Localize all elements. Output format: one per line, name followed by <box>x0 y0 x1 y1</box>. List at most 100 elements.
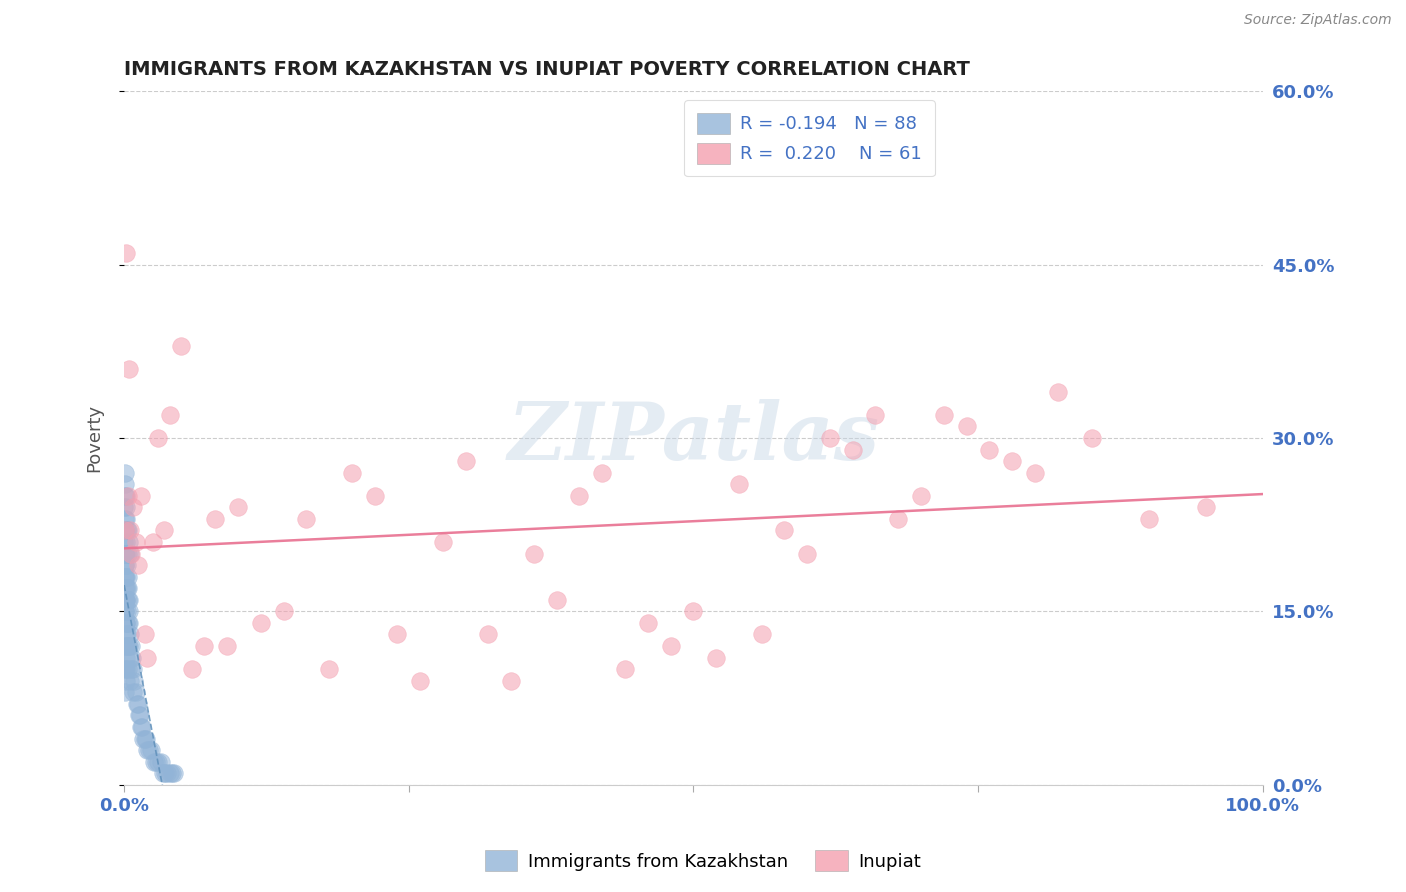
Point <box>477 627 499 641</box>
Point <box>122 685 145 699</box>
Point <box>118 650 141 665</box>
Point <box>163 766 186 780</box>
Point <box>118 547 141 561</box>
Point <box>129 489 152 503</box>
Point <box>614 662 637 676</box>
Point <box>1024 466 1046 480</box>
Point <box>135 731 157 746</box>
Point <box>117 524 139 538</box>
Point <box>145 755 167 769</box>
Point <box>181 662 204 676</box>
Point <box>501 673 523 688</box>
Point <box>118 524 141 538</box>
Point <box>153 524 176 538</box>
Point <box>118 604 141 618</box>
Point <box>363 489 385 503</box>
Point <box>114 477 136 491</box>
Point <box>318 662 340 676</box>
Point <box>295 512 318 526</box>
Point <box>865 408 887 422</box>
Point <box>659 639 682 653</box>
Text: ZIPatlas: ZIPatlas <box>508 400 879 476</box>
Point <box>215 639 238 653</box>
Point <box>114 558 136 573</box>
Point <box>818 431 841 445</box>
Point <box>115 570 138 584</box>
Point <box>1001 454 1024 468</box>
Legend: R = -0.194   N = 88, R =  0.220    N = 61: R = -0.194 N = 88, R = 0.220 N = 61 <box>685 100 935 177</box>
Point <box>114 581 136 595</box>
Point <box>159 408 181 422</box>
Point <box>682 604 704 618</box>
Point <box>637 615 659 630</box>
Point <box>117 592 139 607</box>
Point <box>114 558 136 573</box>
Point <box>117 547 139 561</box>
Point <box>118 535 141 549</box>
Point <box>114 547 136 561</box>
Legend: Immigrants from Kazakhstan, Inupiat: Immigrants from Kazakhstan, Inupiat <box>478 843 928 879</box>
Point <box>115 615 138 630</box>
Point <box>117 662 139 676</box>
Point <box>115 615 138 630</box>
Point <box>141 743 163 757</box>
Text: IMMIGRANTS FROM KAZAKHSTAN VS INUPIAT POVERTY CORRELATION CHART: IMMIGRANTS FROM KAZAKHSTAN VS INUPIAT PO… <box>124 60 970 78</box>
Point <box>115 592 138 607</box>
Text: Source: ZipAtlas.com: Source: ZipAtlas.com <box>1244 13 1392 28</box>
Point <box>955 419 977 434</box>
Point <box>125 697 148 711</box>
Point <box>118 627 141 641</box>
Point <box>117 570 139 584</box>
Point <box>152 766 174 780</box>
Point <box>135 743 157 757</box>
Point <box>115 558 138 573</box>
Point <box>114 489 136 503</box>
Point <box>114 592 136 607</box>
Point <box>127 558 149 573</box>
Point <box>114 500 136 515</box>
Point <box>135 650 157 665</box>
Point <box>115 627 138 641</box>
Point <box>910 489 932 503</box>
Point <box>114 639 136 653</box>
Point <box>124 535 146 549</box>
Point <box>114 524 136 538</box>
Point <box>115 489 138 503</box>
Point <box>131 720 153 734</box>
Point <box>122 662 145 676</box>
Point <box>546 592 568 607</box>
Point <box>115 512 138 526</box>
Point <box>118 639 141 653</box>
Point <box>149 755 172 769</box>
Point <box>115 500 138 515</box>
Point <box>120 639 142 653</box>
Point <box>1194 500 1216 515</box>
Point <box>142 755 165 769</box>
Point <box>728 477 751 491</box>
Point <box>115 592 138 607</box>
Point <box>127 697 149 711</box>
Point <box>114 662 136 676</box>
Point <box>932 408 955 422</box>
Point <box>170 338 193 352</box>
Point <box>129 720 152 734</box>
Point <box>226 500 249 515</box>
Point <box>115 604 138 618</box>
Point <box>118 361 141 376</box>
Point <box>153 766 176 780</box>
Point <box>409 673 432 688</box>
Point <box>128 708 150 723</box>
Point <box>121 650 143 665</box>
Point <box>114 581 136 595</box>
Point <box>120 547 142 561</box>
Point <box>115 524 138 538</box>
Point <box>1081 431 1104 445</box>
Point <box>114 570 136 584</box>
Point <box>117 581 139 595</box>
Point <box>118 673 141 688</box>
Point <box>122 500 145 515</box>
Point <box>134 731 156 746</box>
Point <box>340 466 363 480</box>
Point <box>160 766 183 780</box>
Point <box>115 673 138 688</box>
